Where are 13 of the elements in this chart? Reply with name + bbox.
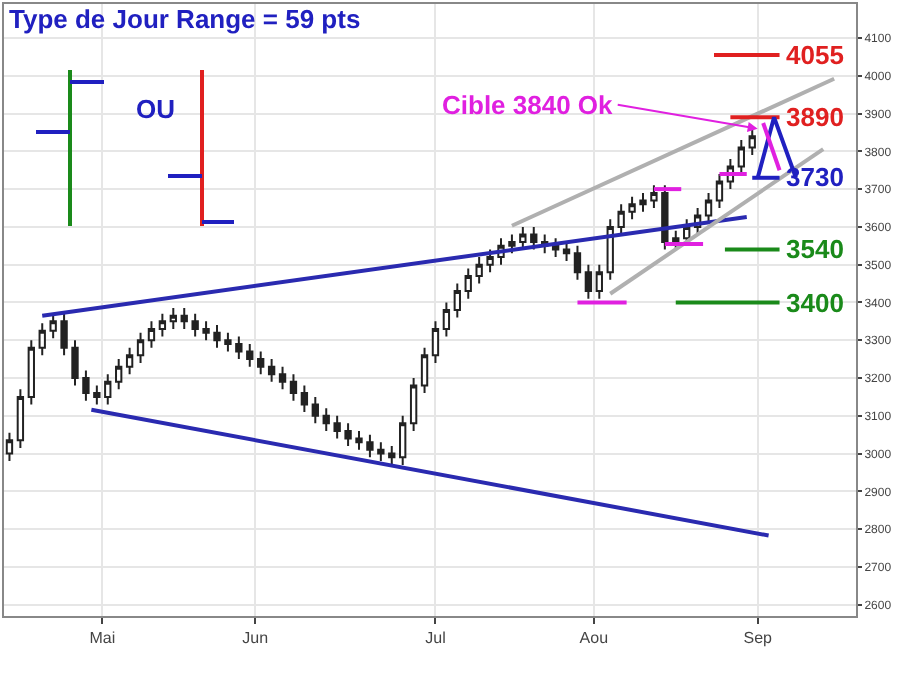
- x-tick-label: Mai: [89, 629, 116, 648]
- series-label: 3730: [786, 162, 844, 192]
- series-label: 4055: [786, 40, 844, 70]
- x-tick-label: Sep: [743, 629, 774, 648]
- series-label: 3400: [786, 288, 844, 318]
- series-label: 3540: [786, 234, 844, 264]
- x-tick-label: Aou: [579, 629, 609, 648]
- x-tick-label: Jul: [425, 629, 447, 648]
- series-label: 3890: [786, 102, 844, 132]
- annotation: OU: [136, 94, 175, 124]
- chart-title: Type de Jour Range = 59 pts: [9, 4, 361, 35]
- annotation: Cible 3840 Ok: [442, 90, 615, 120]
- x-tick-label: Jun: [242, 629, 269, 648]
